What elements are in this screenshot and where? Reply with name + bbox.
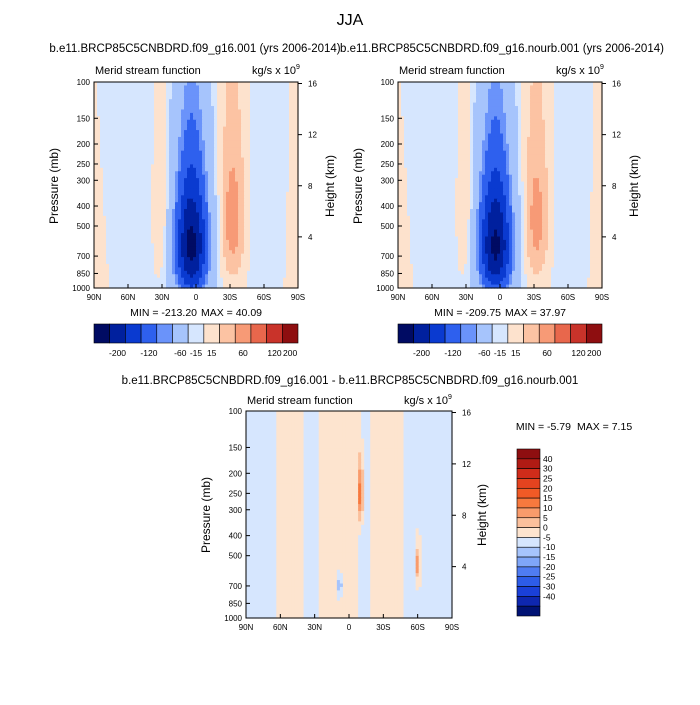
panel-right-y2label: Height (km) (627, 155, 641, 217)
colorbar-box (94, 324, 110, 343)
panel-left-field (94, 82, 299, 289)
colorbar-box (188, 324, 204, 343)
y-tick-label: 100 (77, 78, 91, 87)
figure-title: JJA (337, 12, 364, 29)
x-tick-label: 60S (257, 293, 271, 302)
colorbar-box (141, 324, 157, 343)
y2-tick-label: 12 (308, 131, 317, 140)
colorbar-box (157, 324, 173, 343)
colorbar-label: 60 (238, 348, 248, 358)
y-tick-label: 400 (77, 202, 91, 211)
colorbar-label: 15 (207, 348, 217, 358)
panel-right-subtitle: Merid stream function (399, 65, 505, 77)
panel-right-title: b.e11.BRCP85C5CNBDRD.f09_g16.nourb.001 (… (340, 43, 664, 55)
x-tick-label: 90N (87, 293, 102, 302)
y-tick-label: 500 (77, 222, 91, 231)
panel-diff-units: kg/s x 109 (404, 394, 452, 407)
y-tick-label: 700 (77, 252, 91, 261)
colorbar-label: -120 (140, 348, 157, 358)
chart-marks: 90N 60N 30N 0 30S 60S 90S 100 150 200 250 300 400 500… (72, 78, 621, 632)
y2-tick-label: 8 (308, 182, 313, 191)
colorbar-box (125, 324, 141, 343)
panel-right-min-label: MIN = -209.75 (434, 307, 501, 319)
colorbar-box (110, 324, 126, 343)
panel-left-min-label: MIN = -213.20 (130, 307, 197, 319)
y-tick-label: 850 (77, 269, 91, 278)
colorbar-box (235, 324, 251, 343)
panel-left-y2label: Height (km) (323, 155, 337, 217)
panel-left-ylabel: Pressure (mb) (47, 148, 61, 224)
y-tick-label: 1000 (72, 284, 90, 293)
panel-left-units: kg/s x 109 (252, 64, 300, 77)
colorbar-label: -60 (174, 348, 187, 358)
panel-diff-y2label: Height (km) (475, 484, 489, 546)
panel-diff-min-label: MIN = -5.79 (516, 421, 571, 433)
colorbar-label: 120 (267, 348, 281, 358)
y2-tick-label: 4 (308, 233, 313, 242)
y-tick-label: 250 (77, 160, 91, 169)
colorbar-box (172, 324, 188, 343)
colorbar-box (204, 324, 220, 343)
panel-left-title: b.e11.BRCP85C5CNBDRD.f09_g16.001 (yrs 20… (49, 43, 340, 55)
x-tick-label: 60N (121, 293, 136, 302)
colorbar-box (251, 324, 267, 343)
y-tick-label: 300 (77, 176, 91, 185)
panel-diff-ylabel: Pressure (mb) (199, 477, 213, 553)
panel-diff-subtitle: Merid stream function (247, 395, 353, 407)
panel-right-field (398, 82, 603, 289)
x-tick-label: 0 (194, 293, 199, 302)
panel-right-ylabel: Pressure (mb) (351, 148, 365, 224)
x-tick-label: 30N (155, 293, 170, 302)
panel-right-max-label: MAX = 37.97 (505, 307, 566, 319)
colorbar-box (267, 324, 283, 343)
y-tick-label: 150 (77, 114, 91, 123)
panel-left-max-label: MAX = 40.09 (201, 307, 262, 319)
y-tick-label: 200 (77, 140, 91, 149)
panel-diff-max-label: MAX = 7.15 (577, 421, 632, 433)
y2-tick-label: 16 (308, 80, 317, 89)
panel-diff-title: b.e11.BRCP85C5CNBDRD.f09_g16.001 - b.e11… (122, 375, 579, 387)
colorbar-label: -15 (190, 348, 203, 358)
panel-right-units: kg/s x 109 (556, 64, 604, 77)
x-tick-label: 90S (291, 293, 305, 302)
colorbar-label: -200 (109, 348, 126, 358)
panel-left-subtitle: Merid stream function (95, 65, 201, 77)
colorbar-label: 200 (283, 348, 297, 358)
colorbar-box (220, 324, 236, 343)
colorbar-box (282, 324, 298, 343)
x-tick-label: 30S (223, 293, 237, 302)
